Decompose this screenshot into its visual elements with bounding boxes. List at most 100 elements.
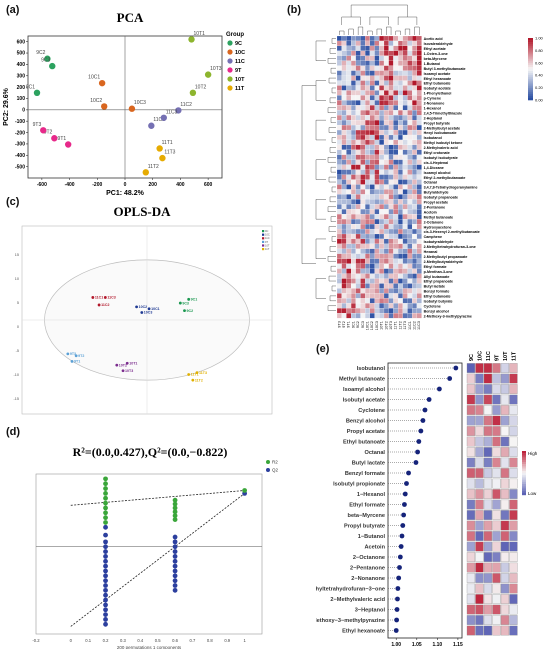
- heatmap-cell: [412, 129, 417, 136]
- heatmap-cell: [374, 209, 380, 215]
- vip-colorbar-segment: [522, 477, 526, 480]
- heatmap-cell: [360, 159, 366, 165]
- heatmap-column-label: 11C3: [417, 321, 421, 330]
- heatmap-cell: [383, 75, 389, 81]
- pca-point-label: 10T2: [195, 84, 207, 90]
- heatmap-cell: [379, 134, 385, 141]
- row-dendrogram-branch: [329, 196, 336, 203]
- permutation-q2-point: [103, 549, 108, 554]
- heatmap-cell: [365, 278, 370, 284]
- heatmap-column-label: 10C2: [370, 321, 374, 330]
- heatmap-row-label: Ethyl butanoate: [424, 82, 451, 86]
- vip-heatmap-cell: [475, 531, 484, 541]
- permutation-r2-point: [242, 488, 248, 493]
- oplsda-legend-swatch: [262, 233, 265, 236]
- heatmap-cell: [393, 169, 399, 175]
- heatmap-cell: [346, 60, 352, 66]
- heatmap-cell: [383, 174, 389, 180]
- heatmap-row-label: Isovaleraldehyde: [424, 42, 453, 46]
- pca-point-label: 11T1: [162, 140, 173, 146]
- heatmap-cell: [388, 278, 394, 284]
- heatmap-cell: [369, 298, 375, 304]
- vip-heatmap-cell: [483, 552, 493, 562]
- heatmap-row-label: Butyraldehyde: [424, 191, 449, 195]
- heatmap-cell: [402, 45, 408, 51]
- heatmap-cell: [402, 40, 408, 46]
- heatmap-cell: [402, 174, 408, 180]
- heatmap-cell: [346, 179, 352, 185]
- heatmap-cell: [383, 120, 389, 126]
- permutation-plot-frame: [35, 473, 263, 635]
- heatmap-cell: [341, 293, 347, 299]
- heatmap-cell: [365, 189, 370, 195]
- heatmap-cell: [398, 35, 403, 42]
- column-dendrogram-branch: [395, 30, 401, 35]
- heatmap-cell: [388, 293, 394, 299]
- heatmap-cell: [393, 164, 399, 170]
- heatmap-cell: [412, 159, 417, 165]
- heatmap-cell: [374, 85, 380, 91]
- heatmap-column-label: 11T1: [394, 321, 398, 329]
- heatmap-cell: [336, 263, 342, 269]
- heatmap-cell: [360, 298, 366, 304]
- colorbar-segment: [528, 58, 533, 62]
- heatmap-cell: [365, 313, 370, 319]
- permutation-q2-point: [103, 597, 108, 603]
- vip-heatmap-cell: [475, 426, 484, 436]
- heatmap-cell: [336, 258, 342, 264]
- oplsda-point-label: 9C1: [191, 298, 198, 302]
- heatmap-cell: [398, 288, 403, 294]
- vip-heatmap-column-label: 9T: [494, 354, 500, 361]
- heatmap-cell: [402, 278, 408, 284]
- heatmap-cell: [412, 169, 417, 175]
- column-dendrogram-branch: [397, 16, 418, 25]
- oplsda-point-label: 10T1: [129, 361, 137, 365]
- oplsda-point: [115, 363, 119, 367]
- heatmap-cell: [393, 75, 399, 81]
- heatmap-column-label: 9T3: [337, 321, 341, 328]
- heatmap-cell: [416, 45, 422, 51]
- colorbar-segment: [528, 79, 533, 82]
- vip-heatmap-cell: [483, 499, 493, 510]
- heatmap-cell: [369, 313, 375, 319]
- vip-heatmap-cell: [500, 520, 510, 531]
- heatmap-cell: [416, 278, 422, 284]
- heatmap-cell: [360, 293, 366, 299]
- heatmap-cell: [341, 184, 347, 190]
- heatmap-cell: [369, 129, 375, 136]
- oplsda-point: [178, 301, 182, 305]
- heatmap-cell: [346, 288, 352, 294]
- heatmap-cell: [355, 159, 361, 165]
- colorbar-segment: [528, 52, 533, 55]
- heatmap-cell: [351, 134, 356, 141]
- pca-point-label: 11C2: [180, 102, 192, 108]
- heatmap-cell: [369, 209, 375, 215]
- heatmap-cell: [369, 199, 375, 205]
- heatmap-cell: [416, 115, 422, 121]
- heatmap-cell: [383, 95, 389, 101]
- heatmap-cell: [383, 164, 389, 170]
- heatmap-cell: [369, 179, 375, 185]
- heatmap-cell: [351, 139, 356, 145]
- heatmap-cell: [336, 293, 342, 299]
- heatmap-cell: [351, 35, 356, 42]
- heatmap-cell: [379, 238, 385, 244]
- heatmap-cell: [346, 50, 352, 56]
- heatmap-cell: [412, 273, 417, 279]
- heatmap-cell: [412, 219, 417, 225]
- heatmap-cell: [407, 308, 413, 314]
- vip-heatmap-cell: [500, 468, 510, 478]
- heatmap-row-label: 1-Hexanol: [424, 106, 441, 110]
- heatmap-column-labels: 9T3 9T2 9T1 9C1 9C2 9C3 10C1 10C2 10C3 10T1 10T2 10…: [337, 321, 421, 330]
- heatmap-cell: [412, 268, 417, 274]
- vip-heatmap-cell: [500, 363, 510, 373]
- vip-heatmap-cell: [466, 520, 476, 531]
- colorbar-tick-label: 0.00: [535, 98, 544, 103]
- vip-heatmap-cell: [500, 552, 510, 562]
- heatmap-row-label: 1-Phenylethanol: [424, 92, 452, 96]
- column-dendrogram-branch: [404, 28, 411, 35]
- heatmap-row-label: 2-Octanone: [424, 220, 444, 224]
- heatmap-cell: [360, 75, 366, 81]
- heatmap-cell: [336, 273, 342, 279]
- heatmap-cell: [412, 313, 417, 319]
